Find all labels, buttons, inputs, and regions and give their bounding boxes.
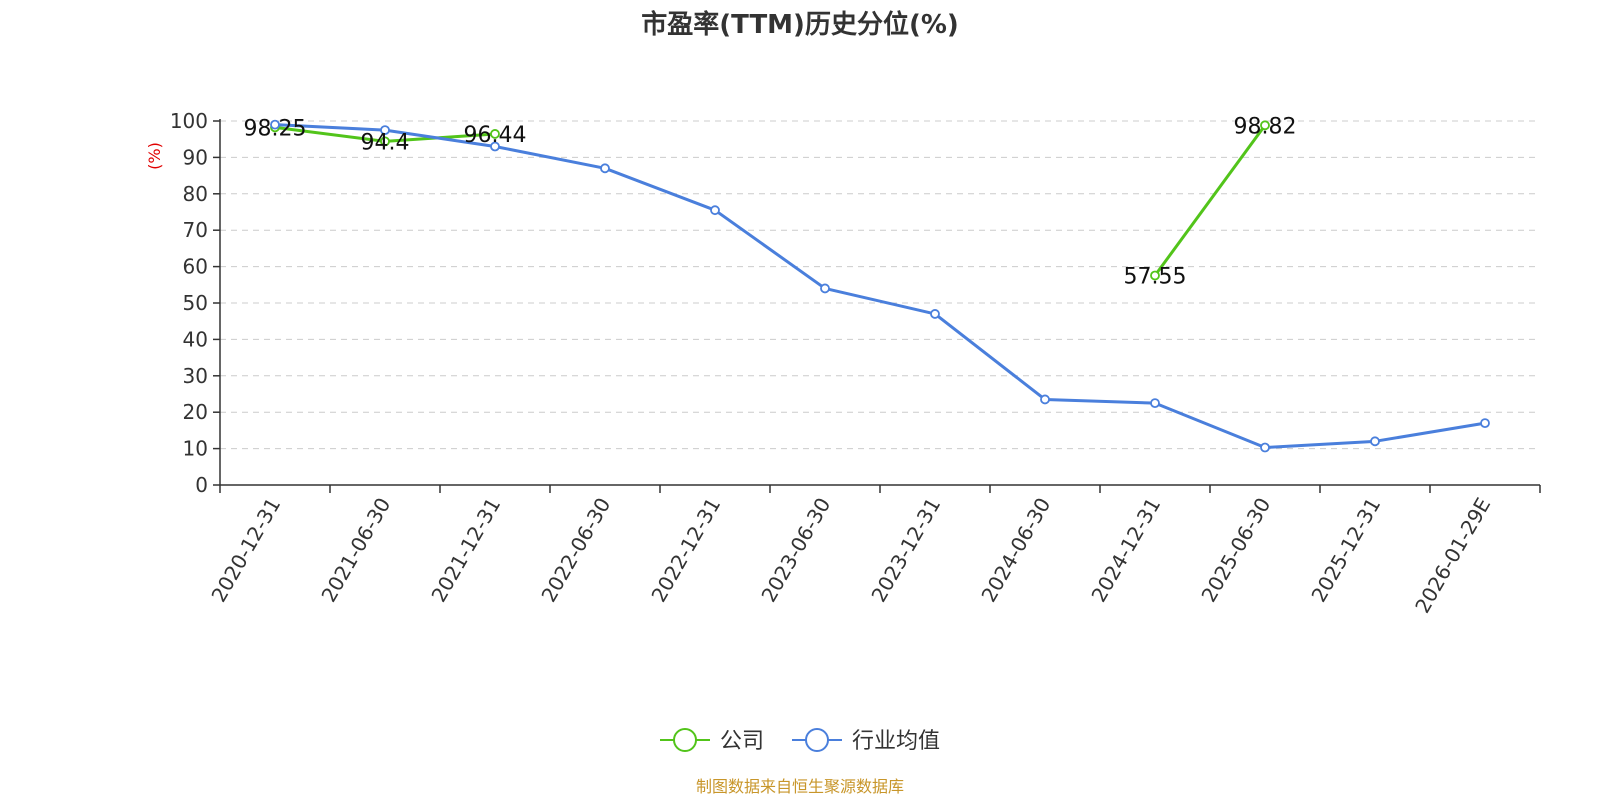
legend-label: 行业均值 [852, 729, 940, 754]
data-point[interactable] [380, 136, 390, 147]
data-point[interactable] [1260, 442, 1270, 453]
data-point[interactable] [490, 129, 500, 139]
data-point[interactable] [1260, 120, 1270, 131]
chart-title: 市盈率(TTM)历史分位(%) [641, 9, 959, 40]
data-point[interactable] [1150, 398, 1160, 409]
y-tick-label: 30 [183, 364, 208, 388]
data-label: 96.44 [464, 123, 527, 148]
y-tick-label: 100 [170, 109, 208, 133]
y-tick-label: 70 [183, 218, 208, 242]
y-tick-label: 0 [195, 473, 208, 497]
data-label: 57.55 [1124, 265, 1187, 290]
series-layer [270, 119, 1490, 453]
legend-item-1[interactable]: 行业均值 [792, 728, 940, 754]
grid [220, 120, 1540, 450]
x-tick-label: 2020-12-31 [206, 494, 285, 607]
series-line [274, 123, 1486, 450]
data-point[interactable] [490, 141, 500, 152]
legend-item-0[interactable]: 公司 [660, 728, 764, 754]
y-tick-label: 40 [183, 327, 208, 351]
x-tick-label: 2021-06-30 [316, 494, 395, 607]
data-label: 94.4 [361, 130, 410, 155]
y-tick-label: 60 [183, 255, 208, 279]
y-tick-label: 10 [183, 437, 208, 461]
axes: 0 10 20 30 40 50 60 70 80 90 100 2020-12-31 2021-06-… [170, 109, 1541, 618]
source-note: 制图数据来自恒生聚源数据库 [696, 777, 904, 796]
data-point[interactable] [710, 205, 720, 216]
legend[interactable]: 公司 行业均值 [660, 728, 940, 754]
y-tick-label: 20 [183, 400, 208, 424]
data-point[interactable] [930, 309, 940, 319]
x-tick-label: 2026-01-29E [1410, 494, 1495, 618]
x-tick-label: 2025-06-30 [1196, 494, 1275, 607]
x-tick-label: 2021-12-31 [426, 494, 505, 607]
data-point[interactable] [1480, 418, 1490, 429]
series-line [1153, 124, 1267, 277]
series-0 [270, 120, 1270, 281]
data-label: 98.82 [1234, 114, 1297, 139]
legend-label: 公司 [720, 729, 764, 754]
data-point[interactable] [1370, 436, 1380, 447]
x-tick-label: 2025-12-31 [1306, 494, 1385, 607]
x-tick-label: 2023-06-30 [756, 494, 835, 607]
data-point[interactable] [600, 163, 610, 174]
data-point[interactable] [1040, 394, 1050, 405]
data-point[interactable] [270, 119, 280, 130]
data-point[interactable] [380, 125, 390, 136]
data-point[interactable] [820, 283, 830, 294]
x-tick-label: 2023-12-31 [866, 494, 945, 607]
legend-marker [673, 728, 697, 752]
data-labels: 98.25 94.4 96.44 57.55 98.82 [244, 114, 1297, 289]
x-tick-label: 2024-12-31 [1086, 494, 1165, 607]
y-tick-label: 50 [183, 291, 208, 315]
x-tick-label: 2022-12-31 [646, 494, 725, 607]
x-tick-label: 2022-06-30 [536, 494, 615, 607]
y-axis-label: (%) [145, 142, 164, 170]
data-point[interactable] [1150, 270, 1160, 281]
x-tick-label: 2024-06-30 [976, 494, 1055, 607]
series-1 [270, 119, 1490, 453]
y-tick-label: 90 [183, 145, 208, 169]
data-label: 98.25 [244, 116, 307, 141]
y-tick-label: 80 [183, 182, 208, 206]
legend-marker [805, 728, 829, 752]
